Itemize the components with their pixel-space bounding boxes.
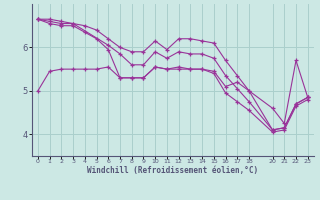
X-axis label: Windchill (Refroidissement éolien,°C): Windchill (Refroidissement éolien,°C) [87, 166, 258, 175]
